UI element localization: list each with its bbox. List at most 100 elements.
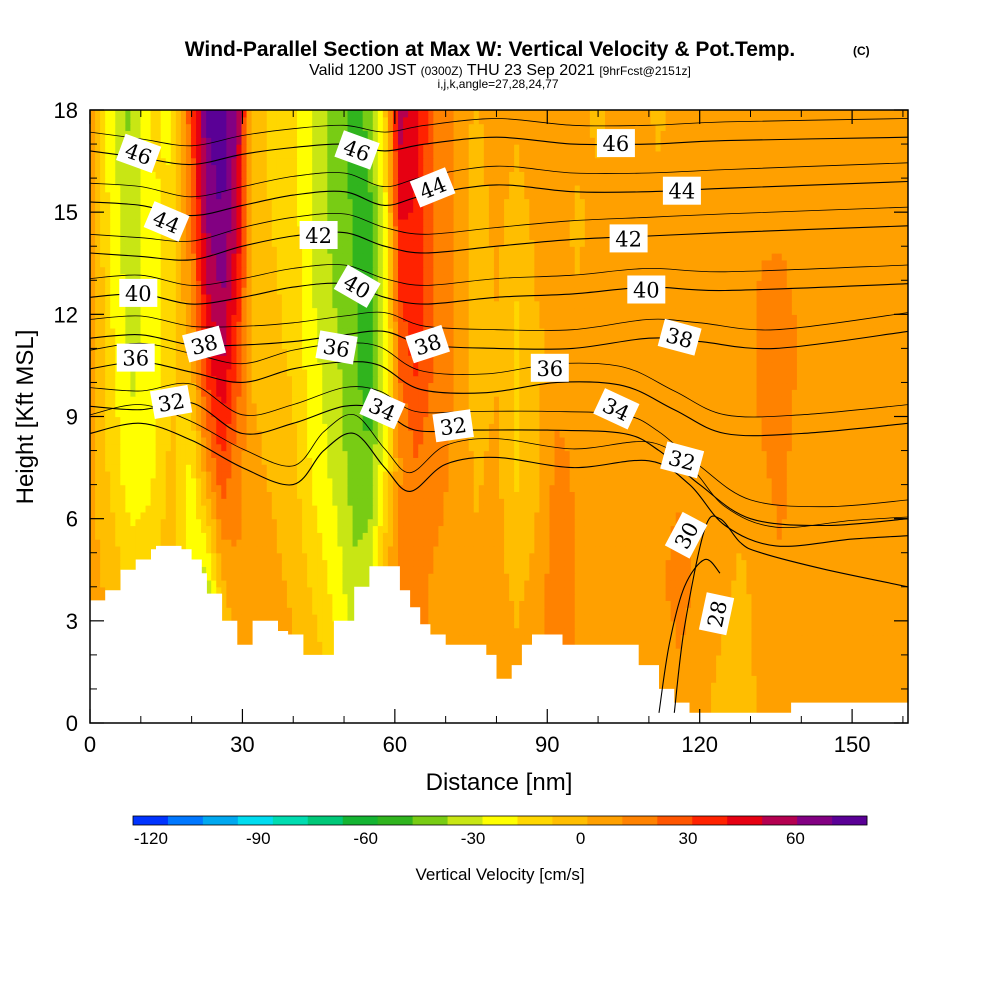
field-cell (539, 620, 546, 629)
field-cell (675, 593, 682, 601)
field-cell (297, 511, 303, 520)
field-cell (352, 525, 359, 533)
field-cell (872, 627, 879, 636)
field-cell (90, 579, 96, 588)
field-cell (231, 614, 238, 622)
field-cell (584, 579, 591, 588)
field-cell (428, 593, 434, 601)
field-cell (594, 573, 601, 581)
field-cell (781, 586, 788, 595)
field-cell (256, 532, 263, 540)
field-cell (165, 539, 172, 547)
field-cell (347, 593, 354, 601)
field-cell (438, 545, 445, 554)
field-cell (837, 620, 843, 629)
field-cell (726, 668, 732, 676)
field-cell (610, 607, 616, 615)
field-cell (589, 607, 596, 615)
field-cell (842, 627, 849, 636)
field-cell (539, 518, 546, 527)
field-cell (791, 620, 798, 629)
field-cell (756, 627, 763, 636)
field-cell (266, 525, 273, 533)
field-cell (847, 525, 854, 533)
field-cell (95, 525, 101, 533)
field-cell (599, 539, 606, 547)
field-cell (675, 654, 682, 663)
field-cell (892, 668, 899, 676)
field-cell (736, 518, 742, 527)
field-cell (529, 518, 535, 527)
field-cell (615, 539, 621, 547)
field-cell (443, 579, 450, 588)
field-cell (483, 614, 490, 622)
field-cell (796, 682, 803, 690)
field-cell (796, 586, 803, 595)
field-cell (100, 545, 106, 554)
field-cell (453, 620, 460, 629)
field-cell (610, 600, 616, 608)
field-cell (605, 552, 611, 561)
field-cell (842, 661, 849, 670)
field-cell (201, 511, 207, 520)
field-cell (175, 525, 182, 533)
field-cell (322, 586, 328, 595)
field-cell (514, 525, 520, 533)
field-cell (892, 675, 899, 683)
field-cell (281, 593, 288, 601)
field-cell (155, 511, 162, 520)
field-cell (504, 525, 510, 533)
field-cell (524, 566, 530, 574)
field-cell (256, 552, 263, 561)
field-cell (635, 559, 641, 567)
field-cell (302, 614, 308, 622)
field-cell (847, 573, 854, 581)
field-cell (327, 518, 333, 527)
field-cell (514, 634, 520, 642)
field-cell (286, 518, 293, 527)
field-cell (746, 702, 753, 710)
field-cell (640, 545, 647, 554)
field-cell (781, 648, 788, 656)
field-cell (640, 552, 647, 561)
field-cell (236, 573, 243, 581)
field-cell (741, 634, 748, 642)
field-cell (625, 559, 631, 567)
field-cell (190, 545, 197, 554)
field-cell (493, 668, 500, 676)
field-cell (125, 559, 131, 567)
field-cell (867, 579, 874, 588)
field-cell (882, 518, 889, 527)
field-cell (746, 675, 753, 683)
field-cell (867, 675, 874, 683)
field-cell (635, 614, 641, 622)
field-cell (786, 539, 793, 547)
field-cell (731, 682, 737, 690)
field-cell (766, 654, 773, 663)
field-cell (736, 579, 742, 588)
field-cell (95, 518, 101, 527)
field-cell (680, 579, 687, 588)
field-cell (892, 545, 899, 554)
field-cell (721, 702, 727, 710)
field-cell (216, 586, 222, 595)
field-cell (418, 539, 424, 547)
field-cell (504, 518, 510, 527)
field-cell (776, 682, 783, 690)
field-cell (726, 545, 732, 554)
field-cell (711, 586, 717, 595)
field-cell (266, 518, 273, 527)
field-cell (443, 566, 450, 574)
field-cell (716, 518, 722, 527)
field-cell (569, 627, 576, 636)
field-cell (902, 695, 908, 704)
field-cell (579, 532, 586, 540)
field-cell (342, 586, 349, 595)
field-cell (902, 654, 908, 663)
field-cell (534, 552, 540, 561)
field-cell (766, 525, 773, 533)
field-cell (286, 559, 293, 567)
field-cell (695, 668, 702, 676)
field-cell (539, 545, 546, 554)
